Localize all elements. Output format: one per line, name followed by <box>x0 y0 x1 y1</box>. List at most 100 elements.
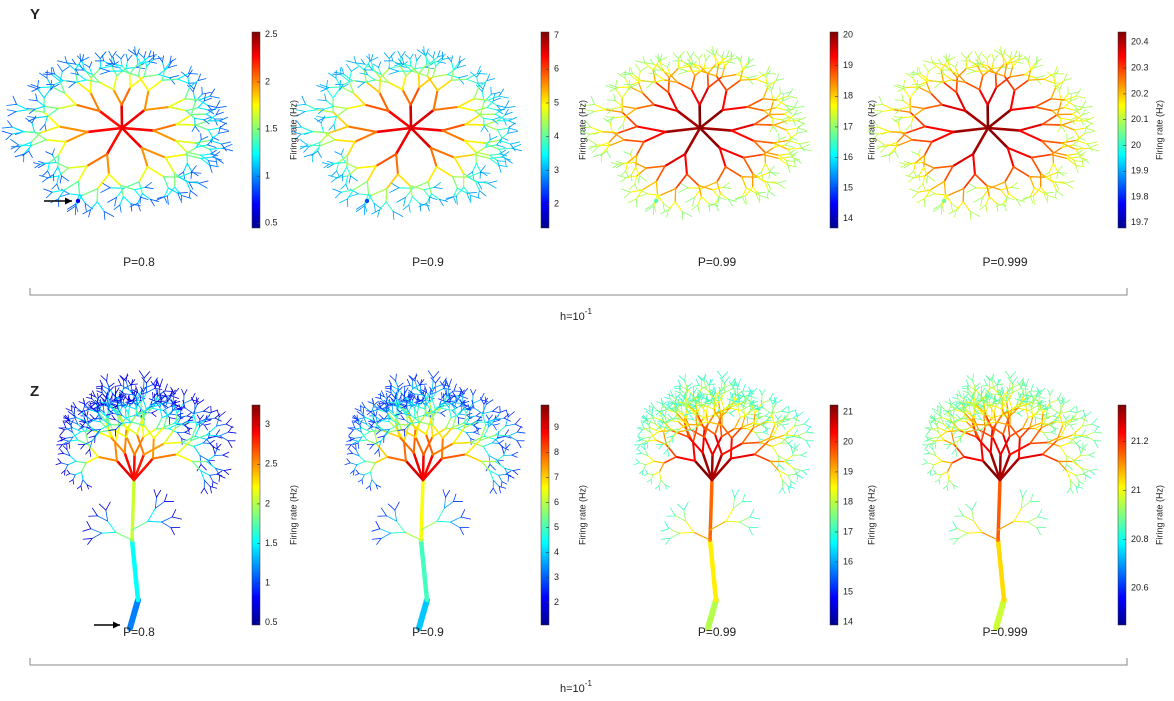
dendrite <box>738 379 741 387</box>
dendrite <box>505 106 515 108</box>
dendrite <box>666 128 700 132</box>
dendrite <box>1082 106 1092 108</box>
colorbar-tick-label: 0.5 <box>265 218 278 228</box>
dendrite <box>788 486 789 492</box>
dendrite <box>742 428 753 444</box>
dendrite <box>421 480 423 540</box>
dendrite <box>931 93 942 105</box>
dendrite <box>17 104 28 109</box>
dendrite <box>157 490 161 497</box>
dendrite <box>427 76 437 90</box>
dendrite <box>1037 528 1041 535</box>
soma-marker <box>76 199 80 203</box>
dendrite <box>84 64 89 67</box>
colorbar-tick-label: 20.6 <box>1131 583 1149 593</box>
panel-caption: P=0.8 <box>123 255 155 269</box>
dendrite <box>322 163 329 165</box>
colorbar-tick-label: 16 <box>843 152 853 162</box>
dendrite <box>640 176 647 181</box>
dendrite <box>903 80 904 88</box>
dendrite <box>1082 417 1085 426</box>
dendrite <box>755 433 759 439</box>
dendrite <box>381 508 386 516</box>
dendrite <box>414 429 416 453</box>
dendrite <box>779 154 789 155</box>
dendrite <box>57 176 59 184</box>
colorbar-tick-label: 1 <box>265 577 270 587</box>
dendrite <box>347 155 348 167</box>
dendrite <box>659 480 661 486</box>
dendrite <box>677 504 684 510</box>
dendrite <box>1085 131 1095 133</box>
dendrite <box>456 410 461 416</box>
dendrite <box>687 51 690 57</box>
dendrite <box>1012 377 1017 383</box>
dendrite <box>1010 52 1012 58</box>
dendrite <box>1057 173 1067 174</box>
dendrite <box>415 401 420 402</box>
dendrite <box>958 508 963 516</box>
dendrite <box>676 393 677 398</box>
dendrite <box>1076 148 1089 149</box>
dendrite <box>486 400 493 405</box>
dendrite <box>967 188 976 193</box>
panel-caption: P=0.999 <box>982 255 1027 269</box>
dendrite <box>448 75 459 78</box>
bracket-label: h=10-1 <box>560 679 592 695</box>
colorbar-tick-label: 17 <box>843 526 853 536</box>
dendrite <box>498 437 505 438</box>
dendrite <box>770 126 773 131</box>
dendrite <box>779 488 782 493</box>
dendrite <box>58 142 65 156</box>
dendrite <box>110 394 113 400</box>
dendrite <box>1061 118 1070 119</box>
dendrite <box>1057 166 1062 173</box>
dendrite <box>201 465 206 470</box>
dendrite <box>204 98 212 101</box>
dendrite <box>776 79 784 81</box>
dendrite <box>404 385 410 386</box>
dendrite <box>434 187 442 188</box>
colorbar-tick-label: 7 <box>554 30 559 40</box>
dendrite <box>32 123 34 132</box>
dendrite <box>347 64 352 71</box>
dendrite <box>710 521 726 530</box>
dendrite <box>87 397 92 398</box>
dendrite <box>946 54 947 61</box>
dendrite <box>679 376 685 381</box>
colorbar-label: Firing rate (Hz) <box>288 485 298 545</box>
dendrite <box>53 167 57 175</box>
dendrite <box>305 110 317 112</box>
dendrite <box>935 480 939 482</box>
dendrite <box>709 384 715 385</box>
dendrite <box>447 56 451 61</box>
dendrite <box>936 474 941 475</box>
dendrite <box>81 480 83 486</box>
dendrite <box>432 399 435 409</box>
dendrite <box>320 140 335 146</box>
dendrite <box>155 502 164 509</box>
dendrite <box>703 429 705 453</box>
dendrite <box>389 111 411 128</box>
dendrite <box>200 455 201 464</box>
dendrite <box>348 445 351 450</box>
dendrite <box>950 64 955 67</box>
dendrite <box>465 115 480 125</box>
dendrite <box>1085 126 1087 133</box>
dendrite <box>481 126 484 131</box>
dendrite <box>669 68 678 77</box>
colorbar-tick-label: 21 <box>843 406 853 416</box>
dendrite <box>636 142 643 156</box>
dendrite <box>668 78 669 93</box>
dendrite <box>426 49 428 56</box>
dendrite <box>939 480 940 484</box>
dendrite <box>210 475 213 481</box>
dendrite <box>723 187 731 188</box>
colorbar-tick-label: 18 <box>843 496 853 506</box>
colorbar <box>252 405 260 625</box>
dendrite <box>208 161 215 162</box>
dendrite <box>109 51 112 57</box>
dendrite <box>754 124 774 125</box>
dendrite <box>202 92 211 94</box>
dendrite <box>1038 510 1042 517</box>
